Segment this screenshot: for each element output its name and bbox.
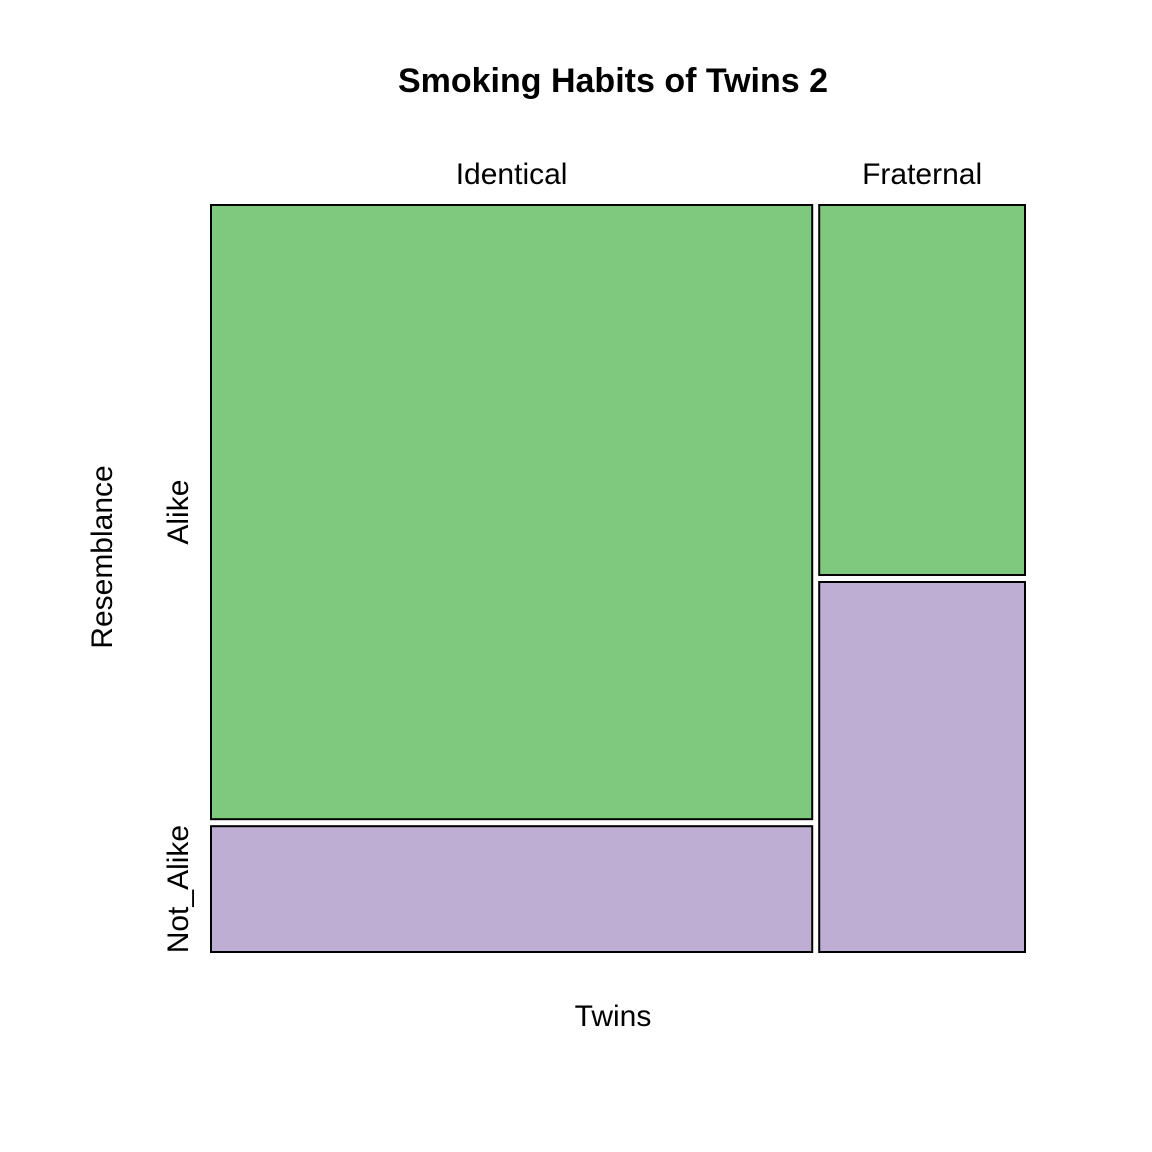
y-category-labels: Alike Not_Alike — [162, 480, 195, 954]
x-category-labels: Identical Fraternal — [456, 158, 982, 191]
tile-identical-alike — [210, 204, 814, 821]
y-category-label-alike: Alike — [162, 480, 195, 545]
y-axis-label: Resemblance — [86, 465, 119, 648]
tile-fraternal-not-alike — [818, 581, 1027, 953]
x-category-label-fraternal: Fraternal — [862, 158, 982, 191]
tile-identical-not-alike — [210, 825, 814, 954]
x-category-label-identical: Identical — [456, 158, 568, 191]
mosaic-tiles — [210, 204, 1027, 954]
tile-fraternal-alike — [818, 204, 1027, 576]
x-axis-label: Twins — [575, 1000, 652, 1033]
y-category-label-not-alike: Not_Alike — [162, 825, 195, 953]
chart-title: Smoking Habits of Twins 2 — [398, 62, 828, 100]
